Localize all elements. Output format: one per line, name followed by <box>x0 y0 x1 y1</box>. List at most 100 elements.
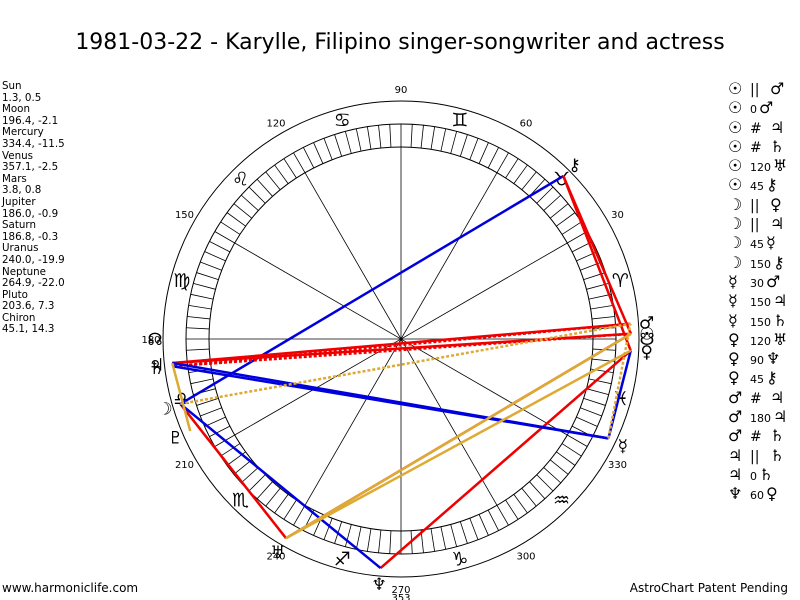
degree-tick <box>561 443 582 457</box>
aspect-angle: 45 <box>750 180 764 194</box>
degree-tick <box>274 494 289 514</box>
aspect-planet-a: ♂ <box>728 387 743 407</box>
aspect-line <box>285 349 632 540</box>
aspect-row: ♀ 120 ♅ <box>728 330 787 349</box>
aspect-planet-a: ☿ <box>728 291 738 311</box>
aspect-planet-a: ☽ <box>728 214 743 234</box>
degree-label: 150 <box>175 210 194 221</box>
aspect-angle: 120 <box>750 161 771 175</box>
planet-coords: 196.4, -2.1 <box>2 114 59 127</box>
degree-tick <box>313 142 324 164</box>
degree-tick <box>200 407 222 417</box>
aspect-row: ♃ || ♄ <box>728 446 787 465</box>
aspect-row: ☽ || ♃ <box>728 214 787 233</box>
aspect-line <box>285 332 632 540</box>
degree-tick <box>450 131 458 154</box>
degree-tick <box>220 221 241 235</box>
aspect-line <box>562 175 633 335</box>
degree-tick <box>588 378 612 385</box>
planet-coords: 3.8, 0.8 <box>2 184 42 197</box>
degree-tick <box>204 416 226 427</box>
degree-label: 330 <box>608 460 627 471</box>
degree-tick <box>334 134 343 157</box>
degree-tick <box>366 528 372 552</box>
degree-tick <box>186 348 210 351</box>
degree-tick <box>293 152 306 173</box>
planet-glyph-sun: ☉ <box>639 324 654 344</box>
degree-tick <box>188 304 212 310</box>
aspect-angle: 150 <box>750 257 771 271</box>
degree-tick <box>248 474 266 492</box>
aspect-planet-b: ♃ <box>770 387 785 407</box>
degree-tick <box>505 158 519 179</box>
degree-tick <box>378 125 382 149</box>
zodiac-sign-11: ♒ <box>553 490 570 512</box>
degree-tick <box>378 529 382 553</box>
aspect-planet-b: ♆ <box>766 349 781 369</box>
planet-name: Jupiter <box>2 195 36 208</box>
outer-ring <box>162 100 640 578</box>
aspect-planet-a: ☉ <box>728 117 743 137</box>
degree-label: 90 <box>395 85 408 96</box>
degree-tick <box>536 474 554 492</box>
planet-glyph-mars: ♂ <box>639 314 654 334</box>
degree-label: 30 <box>611 210 624 221</box>
aspect-angle: 150 <box>750 296 771 310</box>
aspect-planet-a: ☿ <box>728 271 738 291</box>
degree-tick <box>256 178 273 197</box>
aspect-angle: 150 <box>750 315 771 329</box>
aspect-row: ☉ 0 ♂ <box>728 98 787 117</box>
patent-footer: AstroChart Patent Pending <box>629 581 788 595</box>
aspect-row: ☽ 45 ☿ <box>728 233 787 252</box>
aspect-planet-b: ♃ <box>773 291 788 311</box>
aspect-symbol: || <box>750 197 760 214</box>
aspect-angle: 45 <box>750 373 764 387</box>
aspect-planet-a: ☽ <box>728 252 743 272</box>
aspect-planet-b: ♃ <box>770 214 785 234</box>
zodiac-sign-3: ♊ <box>451 110 468 132</box>
degree-tick <box>248 186 266 204</box>
aspect-row: ♂ 180 ♃ <box>728 407 787 426</box>
aspect-symbol: # <box>750 139 762 156</box>
aspect-planet-a: ♆ <box>728 484 743 504</box>
planet-glyph-uranus: ♅ <box>270 543 285 563</box>
aspect-angle: 60 <box>750 489 764 503</box>
aspect-planet-a: ♂ <box>728 407 743 427</box>
aspect-planet-b: ⚷ <box>766 368 778 388</box>
degree-tick <box>496 152 509 173</box>
zodiac-sign-4: ♋ <box>334 110 351 132</box>
aspect-row: ☽ 150 ⚷ <box>728 253 787 272</box>
degree-tick <box>389 124 392 148</box>
aspect-planet-a: ☉ <box>728 79 743 98</box>
degree-tick <box>487 147 499 169</box>
aspect-symbol: # <box>750 390 762 407</box>
planet-coords: 264.9, -22.0 <box>2 277 65 290</box>
planet-glyph-saturn: ♄ <box>149 359 164 379</box>
aspect-angle: 0 <box>750 103 757 117</box>
degree-tick <box>344 131 352 154</box>
degree-tick <box>196 272 219 281</box>
degree-tick <box>233 459 253 475</box>
degree-tick <box>521 487 537 507</box>
planet-glyph-mercury: ☿ <box>618 436 628 456</box>
aspect-planet-b: ♂ <box>770 79 785 98</box>
aspect-planet-a: ☉ <box>728 136 743 156</box>
degree-tick <box>478 142 489 164</box>
zodiac-sign-1: ♈ <box>612 270 629 292</box>
planet-name: Uranus <box>2 242 39 255</box>
degree-label: 270 <box>391 585 410 596</box>
planet-coords: 334.4, -11.5 <box>2 137 65 150</box>
degree-label: 180 <box>141 335 160 346</box>
aspect-planet-b: ♀ <box>770 194 782 214</box>
degree-tick <box>529 481 546 500</box>
degree-tick <box>430 528 436 552</box>
aspect-row: ☿ 30 ♂ <box>728 272 787 291</box>
aspect-row: ♀ 45 ⚷ <box>728 368 787 387</box>
degree-tick <box>586 388 609 396</box>
aspect-symbol: || <box>750 217 760 234</box>
aspect-line <box>379 349 632 570</box>
planet-coords: 1.3, 0.5 <box>2 91 42 104</box>
degree-tick <box>556 451 576 466</box>
degree-tick <box>200 261 222 271</box>
